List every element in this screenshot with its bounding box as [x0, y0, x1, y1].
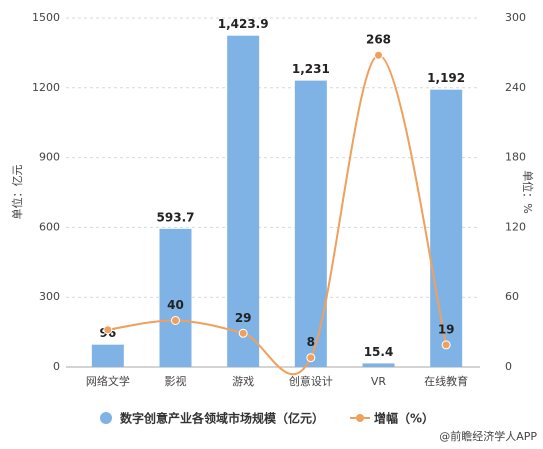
- bar: [159, 228, 192, 367]
- y-tick-label: 0: [53, 360, 60, 373]
- x-tick-label: 游戏: [232, 375, 254, 388]
- source: @前瞻经济学人APP: [439, 429, 537, 443]
- line-marker: [103, 325, 113, 335]
- bar: [430, 89, 463, 368]
- bar: [227, 35, 260, 367]
- x-tick-label: 在线教育: [424, 374, 468, 388]
- line-value-label: 40: [167, 298, 184, 312]
- line-marker: [306, 353, 316, 363]
- x-tick-label: VR: [371, 375, 387, 388]
- x-tick-label: 影视: [165, 374, 187, 388]
- y2-tick-label: 60: [505, 290, 519, 303]
- y2-axis-label: 单位：%: [521, 170, 535, 213]
- bar: [362, 363, 395, 367]
- x-tick-label: 创意设计: [289, 374, 333, 388]
- bar-value-label: 15.4: [364, 345, 394, 359]
- y2-tick-label: 300: [505, 11, 526, 24]
- legend-label: 数字创意产业各领域市场规模（亿元）: [120, 411, 324, 426]
- line-value-label: 268: [366, 33, 391, 47]
- x-tick-label: 网络文学: [86, 374, 130, 388]
- y2-tick-label: 240: [505, 81, 526, 94]
- line-marker: [238, 328, 248, 338]
- legend-label: 增幅（%）: [374, 411, 434, 426]
- y2-tick-label: 180: [505, 151, 526, 164]
- y-tick-label: 300: [39, 290, 60, 303]
- line-marker: [374, 50, 383, 60]
- line-value-label: 19: [438, 322, 455, 336]
- legend-swatch: [100, 412, 112, 424]
- y-tick-label: 900: [39, 151, 60, 164]
- y2-tick-label: 0: [505, 360, 512, 373]
- line-value-label: 29: [235, 311, 252, 325]
- bar: [91, 344, 124, 367]
- line-value-label: 8: [307, 335, 315, 349]
- y-tick-label: 1500: [32, 11, 60, 24]
- bar-value-label: 1,231: [292, 62, 330, 76]
- bar-value-label: 1,192: [427, 71, 465, 85]
- y-axis-label: 单位：亿元: [10, 165, 24, 220]
- line: [107, 54, 448, 376]
- y-tick-label: 600: [39, 220, 60, 233]
- bar-value-label: 593.7: [157, 210, 195, 224]
- y-tick-label: 1200: [32, 81, 60, 94]
- line-marker: [441, 340, 451, 350]
- legend-swatch: [356, 414, 365, 422]
- y2-tick-label: 120: [505, 220, 526, 233]
- line-marker: [171, 315, 180, 325]
- bar-value-label: 1,423.9: [218, 17, 269, 31]
